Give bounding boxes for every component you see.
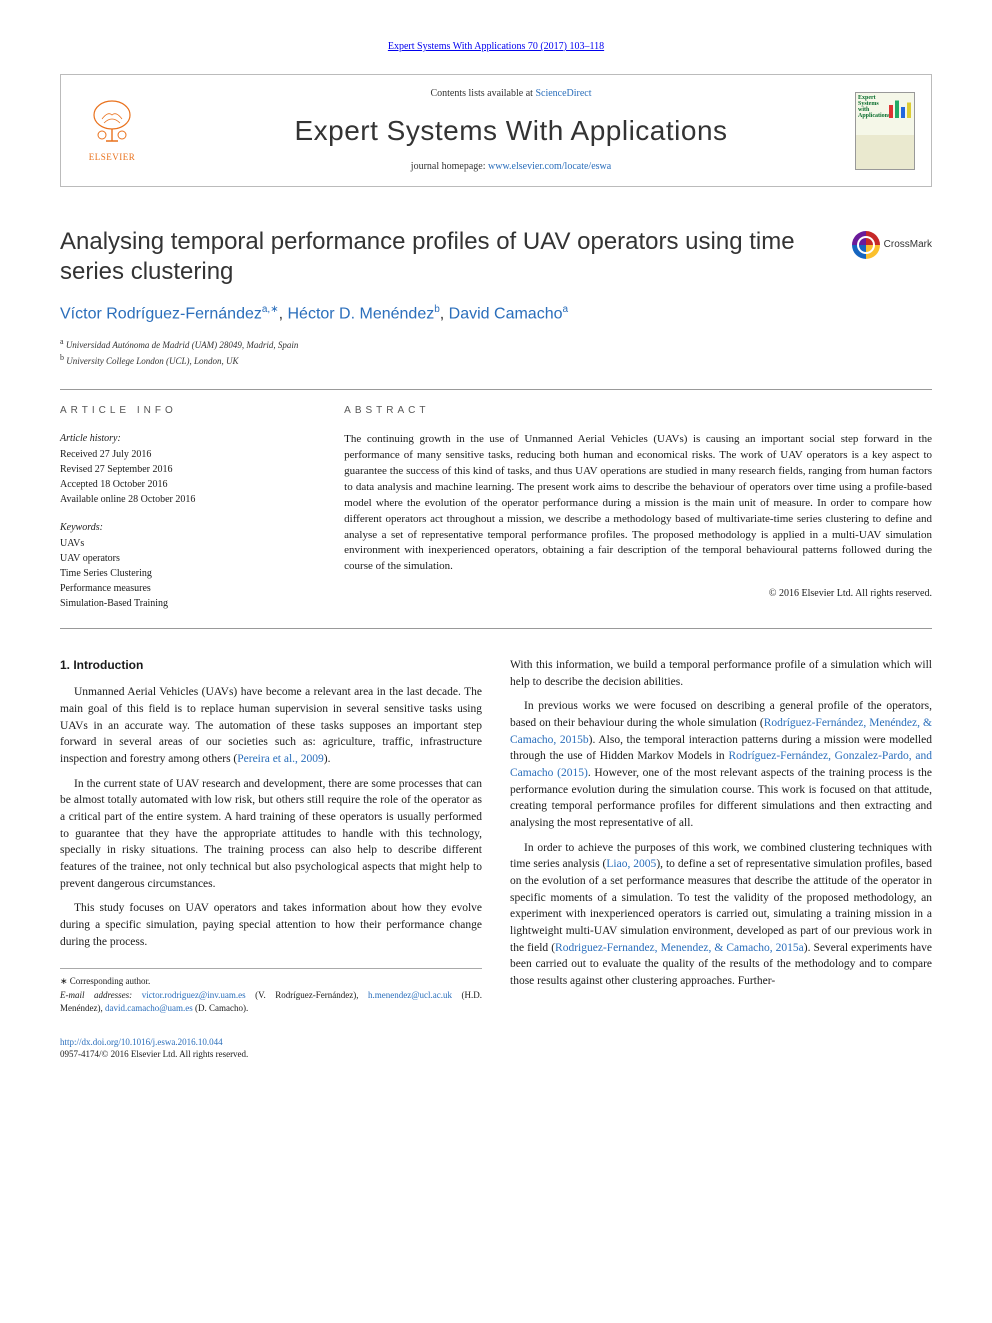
authors-line: Víctor Rodríguez-Fernándeza,∗, Héctor D.… [60,303,932,326]
keyword: Simulation-Based Training [60,597,304,611]
paragraph: With this information, we build a tempor… [510,657,932,690]
affil-sup: b [60,353,64,362]
doi-link[interactable]: http://dx.doi.org/10.1016/j.eswa.2016.10… [60,1037,223,1047]
cover-label: Applications [858,113,890,119]
journal-cover-thumb: Expert Systems with Applications [855,92,915,170]
history-line: Available online 28 October 2016 [60,493,304,507]
cover-label: Systems [858,101,879,107]
sciencedirect-link[interactable]: ScienceDirect [535,88,591,99]
abstract-copyright: © 2016 Elsevier Ltd. All rights reserved… [344,587,932,601]
paragraph: In previous works we were focused on des… [510,698,932,831]
paragraph: In order to achieve the purposes of this… [510,840,932,990]
divider [60,628,932,629]
elsevier-wordmark: ELSEVIER [89,151,136,164]
homepage-prefix: journal homepage: [411,161,488,172]
history-line: Accepted 18 October 2016 [60,478,304,492]
email-who: (D. Camacho). [193,1003,248,1013]
crossmark-badge[interactable]: CrossMark [852,231,932,259]
elsevier-logo: ELSEVIER [77,96,147,166]
article-title-text: Analysing temporal performance profiles … [60,228,795,285]
para-text: ). [324,753,331,765]
keyword: UAVs [60,537,304,551]
keyword: Performance measures [60,582,304,596]
author-link[interactable]: David Camacho [449,306,563,323]
article-info-column: article info Article history: Received 2… [60,404,304,612]
section-heading: 1. Introduction [60,657,482,674]
journal-ref-link[interactable]: Expert Systems With Applications 70 (201… [388,41,604,52]
paragraph: Unmanned Aerial Vehicles (UAVs) have bec… [60,684,482,767]
email-who: (V. Rodríguez-Fernández), [246,990,368,1000]
contents-prefix: Contents lists available at [430,88,535,99]
affil-text: University College London (UCL), London,… [66,356,238,366]
email-link[interactable]: david.camacho@uam.es [105,1003,193,1013]
abstract-text: The continuing growth in the use of Unma… [344,432,932,575]
footnotes: ∗ Corresponding author. E-mail addresses… [60,968,482,1016]
para-text: ), to define a set of representative sim… [510,858,932,953]
paragraph: In the current state of UAV research and… [60,776,482,893]
email-line: E-mail addresses: victor.rodriguez@inv.u… [60,989,482,1016]
body-text: 1. Introduction Unmanned Aerial Vehicles… [60,657,932,1016]
keyword: UAV operators [60,552,304,566]
corresponding-note: ∗ Corresponding author. [60,975,482,989]
divider [60,389,932,390]
author-link[interactable]: Héctor D. Menéndez [287,306,434,323]
crossmark-icon [852,231,880,259]
page-footer: http://dx.doi.org/10.1016/j.eswa.2016.10… [60,1036,932,1061]
affil-sup: a [60,337,64,346]
history-line: Revised 27 September 2016 [60,463,304,477]
email-link[interactable]: h.menendez@ucl.ac.uk [368,990,452,1000]
contents-line: Contents lists available at ScienceDirec… [167,87,855,101]
email-label: E-mail addresses: [60,990,142,1000]
abstract-column: abstract The continuing growth in the us… [344,404,932,612]
keywords-label: Keywords: [60,521,304,535]
abstract-heading: abstract [344,404,932,418]
keyword: Time Series Clustering [60,567,304,581]
citation-link[interactable]: Pereira et al., 2009 [237,753,324,765]
article-title: Analysing temporal performance profiles … [60,227,932,287]
email-link[interactable]: victor.rodriguez@inv.uam.es [142,990,246,1000]
author-sup: a [563,304,569,315]
homepage-line: journal homepage: www.elsevier.com/locat… [167,160,855,174]
elsevier-tree-icon [84,97,140,149]
cover-label: Expert [858,95,876,101]
cover-label: with [858,107,869,113]
affil-text: Universidad Autónoma de Madrid (UAM) 280… [66,340,299,350]
article-info-heading: article info [60,404,304,418]
history-line: Received 27 July 2016 [60,448,304,462]
journal-title: Expert Systems With Applications [167,111,855,150]
author-sup: b [434,304,440,315]
homepage-link[interactable]: www.elsevier.com/locate/eswa [488,161,611,172]
paragraph: This study focuses on UAV operators and … [60,900,482,950]
history-label: Article history: [60,432,304,446]
cover-chart-icon [889,96,911,118]
citation-link[interactable]: Liao, 2005 [606,858,656,870]
journal-header: ELSEVIER Contents lists available at Sci… [60,74,932,187]
author-sup: a,∗ [262,304,279,315]
crossmark-label: CrossMark [884,239,932,252]
author-link[interactable]: Víctor Rodríguez-Fernández [60,306,262,323]
affiliations: a Universidad Autónoma de Madrid (UAM) 2… [60,336,932,369]
issn-line: 0957-4174/© 2016 Elsevier Ltd. All right… [60,1048,932,1061]
citation-link[interactable]: Rodriguez-Fernandez, Menendez, & Camacho… [555,942,804,954]
